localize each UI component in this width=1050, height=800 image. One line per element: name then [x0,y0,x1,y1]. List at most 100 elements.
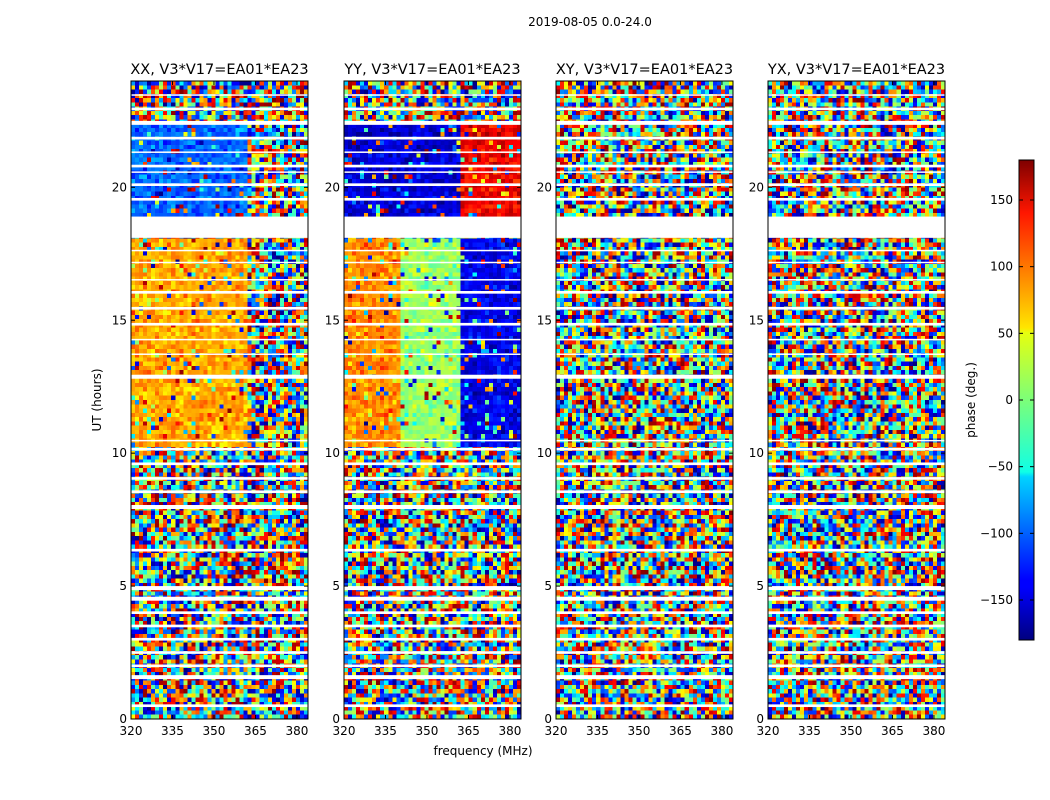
colorbar: −150 −100 −50 0 50 100 150 phase (deg.) [964,159,1035,641]
flagged-gap [556,624,733,628]
flagged-gap [556,447,733,451]
flagged-gap [131,291,308,294]
flagged-gap [556,651,733,654]
flagged-gap [344,171,521,173]
flagged-gap [131,120,308,125]
flagged-gap [768,216,945,238]
flagged-gap [344,611,521,614]
flagged-gap [344,306,521,310]
flagged-gap [344,151,521,153]
flagged-gap [344,291,521,294]
panel-xx: XX, V3*V17=EA01*EA23 320 335 350 365 380 0 5 10 1… [112,62,309,738]
flagged-gap [131,216,308,238]
flagged-gap [768,675,945,680]
y-tick-label: 0 [756,712,764,726]
axes-frame [130,80,309,720]
flagged-gap [131,477,308,480]
colorbar-tick-label: 100 [990,260,1013,274]
flagged-gap [556,249,733,252]
flagged-gap [768,322,945,326]
flagged-gap [131,197,308,201]
flagged-gap [556,611,733,614]
colorbar-tick-label: 50 [998,326,1013,340]
flagged-gap [556,548,733,552]
x-axis-label: frequency (MHz) [433,744,532,758]
flagged-gap [768,107,945,111]
flagged-gap [344,374,521,379]
flagged-gap [768,197,945,201]
x-tick-label: 350 [416,724,439,738]
flagged-gap [344,704,521,708]
flagged-gap [131,374,308,379]
flagged-gap [344,136,521,140]
flagged-gap [768,164,945,168]
y-tick-label: 15 [537,313,552,327]
flagged-gap [768,261,945,264]
flagged-gap [556,151,733,153]
flagged-gap [768,586,945,591]
flagged-gap [344,164,521,168]
flagged-gap [131,624,308,628]
x-tick-label: 365 [881,724,904,738]
flagged-gap [344,249,521,252]
x-tick-label: 350 [840,724,863,738]
x-tick-label: 350 [628,724,651,738]
flagged-gap [556,261,733,264]
flagged-gap [344,505,521,509]
flagged-gap [344,586,521,591]
heatmap-image [556,81,733,719]
flagged-gap [344,107,521,111]
flagged-gap [344,338,521,341]
flagged-gap [768,338,945,341]
y-tick-label: 10 [537,446,552,460]
flagged-gap [344,279,521,281]
flagged-gap [556,505,733,509]
x-tick-label: 380 [922,724,945,738]
flagged-gap [131,490,308,494]
flagged-gap [556,94,733,96]
flagged-gap [344,490,521,494]
flagged-gap [344,322,521,326]
flagged-gap [556,322,733,326]
flagged-gap [131,94,308,96]
flagged-gap [344,94,521,96]
flagged-gap [556,183,733,187]
flagged-gap [131,548,308,552]
flagged-gap [768,637,945,641]
y-tick-label: 15 [749,313,764,327]
flagged-gap [556,164,733,168]
flagged-gap [131,704,308,708]
flagged-gap [344,462,521,466]
y-tick-label: 10 [112,446,127,460]
y-tick-label: 5 [119,579,127,593]
y-tick-label: 15 [325,313,340,327]
flagged-gap [556,353,733,355]
y-tick-label: 5 [332,579,340,593]
flagged-gap [556,477,733,480]
y-tick-label: 10 [325,446,340,460]
flagged-gap [344,477,521,480]
y-axis-label: UT (hours) [90,368,104,431]
flagged-gap [768,704,945,708]
flagged-gap [344,548,521,552]
panel-yy: YY, V3*V17=EA01*EA23 320 335 350 365 380 0 5 10 1… [325,62,522,738]
flagged-gap [768,664,945,668]
flagged-gap [768,291,945,294]
colorbar-tick-label: 0 [1005,393,1013,407]
flagged-gap [131,651,308,654]
flagged-gap [344,120,521,125]
colorbar-tick-label: 150 [990,193,1013,207]
y-tick-label: 10 [749,446,764,460]
flagged-gap [556,596,733,601]
flagged-gap [131,306,308,310]
flagged-gap [131,664,308,668]
flagged-gap [131,586,308,591]
y-tick-label: 5 [544,579,552,593]
panel-yx: YX, V3*V17=EA01*EA23 320 335 350 365 380 0 5 10 1… [749,62,946,738]
flagged-gap [556,216,733,238]
panel-xy: XY, V3*V17=EA01*EA23 320 335 350 365 380 0 5 10 1… [537,62,734,738]
x-tick-label: 365 [244,724,267,738]
y-tick-label: 15 [112,313,127,327]
y-tick-label: 20 [325,180,340,194]
